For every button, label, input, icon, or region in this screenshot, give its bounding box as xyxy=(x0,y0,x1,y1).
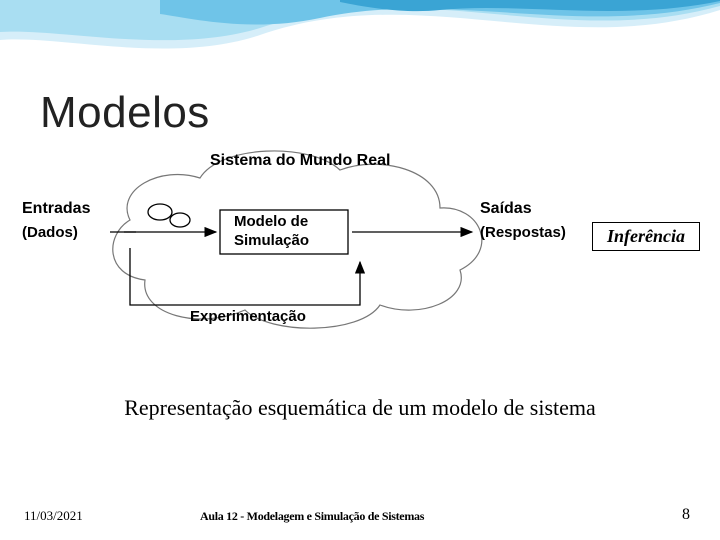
header-wave-decor xyxy=(0,0,720,80)
caption: Representação esquemática de um modelo d… xyxy=(0,395,720,421)
inputs-label: Entradas xyxy=(22,200,90,218)
inference-box: Inferência xyxy=(592,222,700,251)
outputs-label: Saídas xyxy=(480,200,532,218)
outputs-sub: (Respostas) xyxy=(480,224,566,241)
system-title: Sistema do Mundo Real xyxy=(210,152,390,170)
model-box-line2: Simulação xyxy=(234,232,309,249)
model-box-line1: Modelo de xyxy=(234,213,308,230)
footer-date: 11/03/2021 xyxy=(24,508,83,524)
footer-title: Aula 12 - Modelagem e Simulação de Siste… xyxy=(200,509,424,524)
page-number: 8 xyxy=(682,506,690,524)
inputs-sub: (Dados) xyxy=(22,224,78,241)
experimentation-label: Experimentação xyxy=(190,308,306,325)
slide-title: Modelos xyxy=(40,88,210,138)
